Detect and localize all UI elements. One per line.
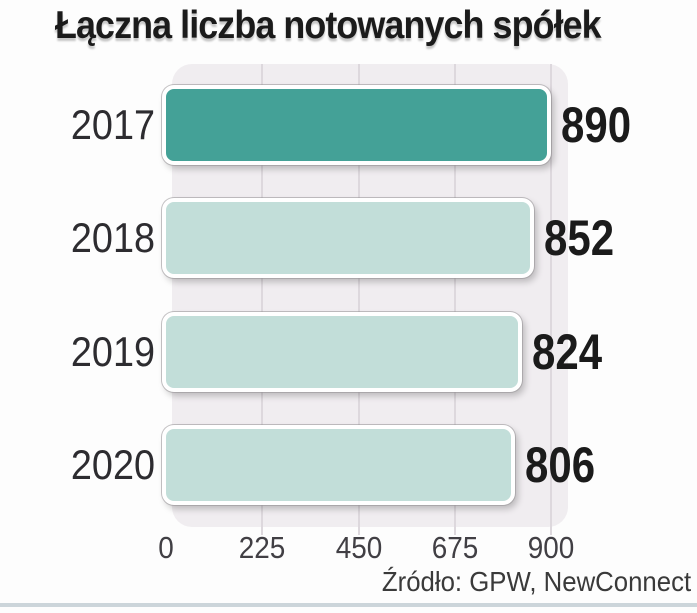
category-label-2018: 2018 (70, 214, 155, 261)
value-label-2018: 852 (544, 210, 615, 266)
category-label-2017: 2017 (70, 101, 155, 148)
gridline-675 (453, 64, 456, 535)
x-tick-label-0: 0 (158, 530, 174, 565)
value-label-2017: 890 (561, 97, 632, 153)
bar-2019 (162, 312, 522, 392)
gridline-225 (261, 64, 264, 535)
x-tick-label-225: 225 (238, 530, 286, 565)
x-tick-label-900: 900 (527, 530, 575, 565)
source-credit: Źródło: GPW, NewConnect (381, 566, 691, 597)
value-label-2020: 806 (525, 437, 596, 493)
value-label-2019: 824 (532, 324, 603, 380)
x-tick-label-450: 450 (335, 530, 382, 565)
bar-2018 (162, 198, 534, 278)
chart-title: Łączna liczba notowanych spółek (55, 4, 602, 47)
gridline-900 (550, 64, 552, 535)
bar-2017 (162, 85, 551, 165)
category-label-2019: 2019 (70, 328, 155, 375)
bottom-divider (0, 603, 697, 607)
category-label-2020: 2020 (70, 441, 155, 488)
bar-2020 (162, 425, 515, 505)
x-tick-label-675: 675 (431, 530, 479, 565)
gridline-450 (357, 64, 360, 535)
